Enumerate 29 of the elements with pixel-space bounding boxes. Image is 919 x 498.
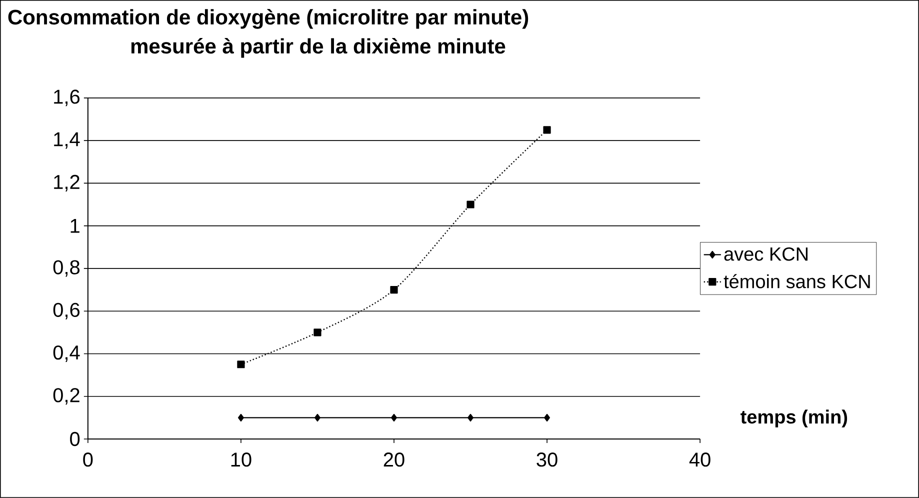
x-tick-label: 20 (384, 452, 404, 467)
y-tick-label: 0,4 (53, 346, 80, 362)
y-tick-label: 0,6 (53, 302, 80, 320)
y-tick-label: 0 (70, 432, 80, 446)
point (314, 328, 322, 336)
x-axis-title: temps (min) (740, 410, 848, 428)
x-tick-label: 10 (231, 452, 252, 467)
chart-subtitle: mesurée à partir de la dixième minute (131, 38, 506, 58)
point (544, 414, 550, 422)
point (390, 414, 397, 422)
point (238, 414, 244, 422)
y-tick-label: 1,4 (54, 132, 80, 149)
chart-title: Consommation de dioxygène (microlitre par minute) (8, 9, 528, 29)
y-tick-label: 0,2 (53, 388, 80, 405)
legend-label: avec KCN (724, 247, 808, 261)
point (543, 126, 551, 134)
x-tick-label: 0 (83, 452, 93, 467)
y-tick-label: 1 (70, 218, 80, 233)
point (468, 414, 474, 422)
point (237, 360, 245, 368)
y-tick-label: 1,2 (54, 174, 80, 192)
y-tick-label: 1,6 (54, 90, 80, 106)
point (390, 286, 398, 294)
legend-label: témoin sans KCN (724, 274, 870, 288)
point (314, 414, 320, 422)
y-tick-label: 0,8 (53, 260, 80, 277)
point (466, 200, 474, 208)
x-tick-label: 30 (536, 452, 558, 467)
x-tick-label: 40 (689, 452, 710, 467)
